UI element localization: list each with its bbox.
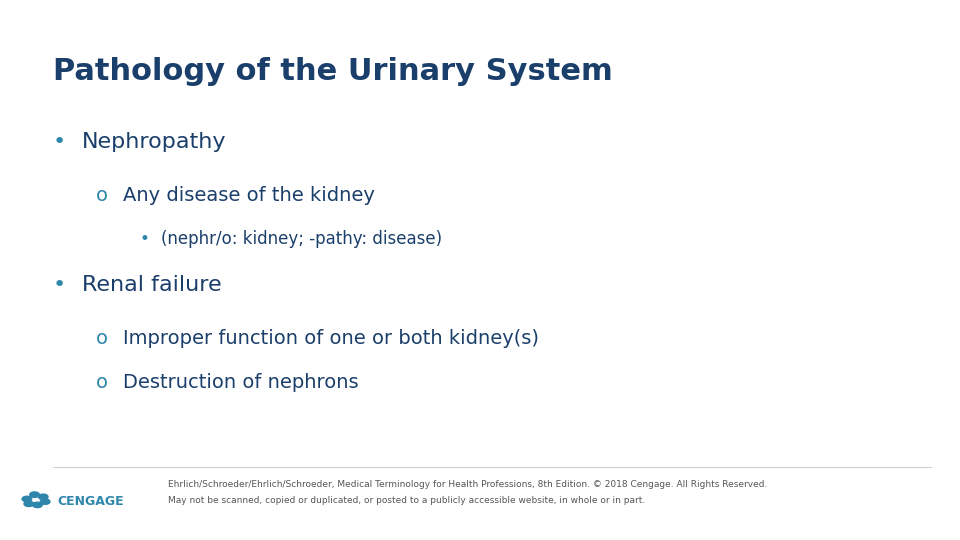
Text: Any disease of the kidney: Any disease of the kidney (123, 186, 374, 205)
Circle shape (38, 494, 48, 500)
Text: Improper function of one or both kidney(s): Improper function of one or both kidney(… (123, 329, 539, 348)
Circle shape (22, 496, 32, 502)
Text: o: o (96, 186, 108, 205)
Text: Ehrlich/Schroeder/Ehrlich/Schroeder, Medical Terminology for Health Professions,: Ehrlich/Schroeder/Ehrlich/Schroeder, Med… (168, 480, 767, 489)
Text: o: o (96, 373, 108, 392)
Text: (nephr/o: kidney; -pathy: disease): (nephr/o: kidney; -pathy: disease) (161, 230, 443, 247)
Text: •: • (139, 230, 149, 247)
Circle shape (33, 502, 42, 508)
Text: Destruction of nephrons: Destruction of nephrons (123, 373, 358, 392)
Text: Nephropathy: Nephropathy (82, 132, 227, 152)
Text: May not be scanned, copied or duplicated, or posted to a publicly accessible web: May not be scanned, copied or duplicated… (168, 496, 645, 505)
Text: •: • (53, 275, 66, 295)
Circle shape (40, 499, 50, 504)
Text: •: • (53, 132, 66, 152)
Circle shape (24, 501, 34, 507)
Circle shape (30, 492, 39, 497)
Text: o: o (96, 329, 108, 348)
Text: Pathology of the Urinary System: Pathology of the Urinary System (53, 57, 612, 86)
Text: Renal failure: Renal failure (82, 275, 221, 295)
Text: CENGAGE: CENGAGE (58, 495, 124, 508)
